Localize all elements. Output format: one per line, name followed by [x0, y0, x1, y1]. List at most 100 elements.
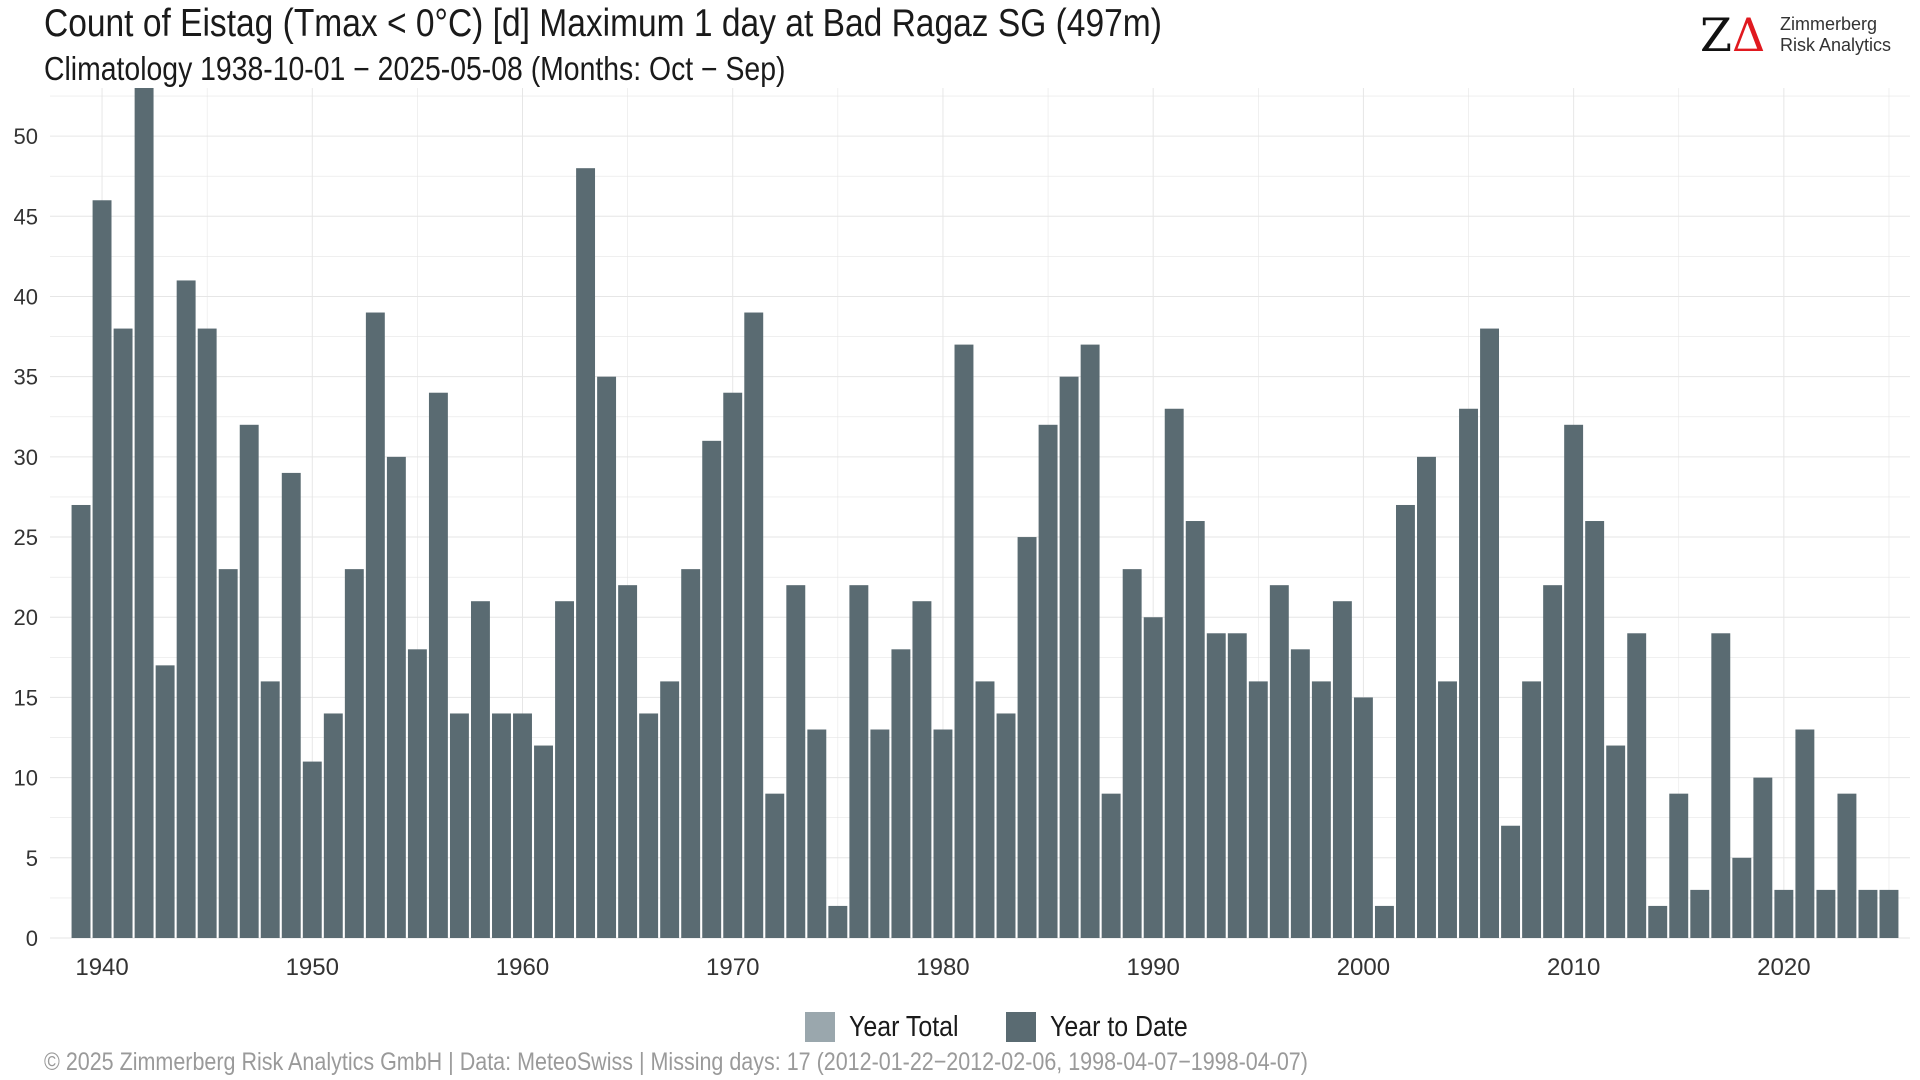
legend-swatch-year-to-date [1006, 1012, 1037, 1042]
legend-swatch-year-total [805, 1012, 835, 1042]
bar-1960 [513, 713, 532, 938]
y-tick-label: 30 [14, 445, 38, 470]
bar-1967 [660, 681, 680, 938]
chart-title: Count of Eistag (Tmax < 0°C) [d] Maximum… [44, 2, 1162, 45]
logo-line-2: Risk Analytics [1780, 35, 1892, 55]
bar-1940 [92, 200, 112, 938]
bar-1966 [639, 713, 659, 938]
x-tick-label: 1950 [286, 954, 339, 981]
y-tick-label: 0 [26, 926, 38, 951]
bar-2023 [1837, 793, 1857, 938]
bar-1990 [1143, 617, 1163, 938]
logo-text: Zimmerberg Risk Analytics [1780, 14, 1891, 56]
bar-1992 [1185, 521, 1205, 938]
bar-1980 [933, 729, 953, 938]
bar-2020 [1774, 889, 1794, 938]
bar-1995 [1248, 681, 1268, 938]
bar-2003 [1417, 456, 1436, 938]
bar-2018 [1732, 857, 1752, 938]
bar-2012 [1606, 745, 1626, 938]
bar-2001 [1374, 905, 1394, 938]
bar-1970 [723, 392, 743, 938]
bar-1999 [1332, 601, 1352, 938]
company-logo: ZΔ Zimmerberg Risk Analytics [1700, 10, 1900, 60]
bar-1997 [1290, 649, 1310, 938]
bar-2011 [1585, 521, 1605, 938]
bar-1968 [681, 569, 701, 938]
bar-1975 [828, 905, 848, 938]
bar-2016 [1690, 889, 1710, 938]
bar-1977 [870, 729, 890, 938]
bar-1963 [576, 168, 596, 939]
y-tick-label: 35 [14, 365, 38, 390]
bar-1962 [555, 601, 575, 938]
bar-1971 [744, 312, 764, 938]
bar-1949 [281, 472, 301, 938]
bar-1973 [786, 585, 806, 938]
y-tick-label: 40 [14, 284, 38, 309]
bar-1974 [807, 729, 827, 938]
bar-1952 [344, 569, 364, 938]
bar-1993 [1206, 633, 1226, 938]
bar-2002 [1395, 504, 1415, 938]
bar-2004 [1438, 681, 1457, 938]
bar-1994 [1227, 633, 1247, 938]
bar-1988 [1101, 793, 1121, 938]
bar-1953 [365, 312, 385, 938]
bar-1945 [197, 328, 217, 938]
bar-2022 [1816, 889, 1836, 938]
y-tick-label: 15 [14, 685, 38, 710]
bar-1939 [71, 504, 91, 938]
bar-1996 [1269, 585, 1289, 938]
bar-2019 [1753, 777, 1773, 938]
bar-chart: 0 5 10 15 20 25 30 35 40 45 50 1940 1950 1960 1970 198… [14, 88, 1910, 981]
bar-1950 [302, 761, 322, 938]
bar-1947 [239, 424, 259, 938]
bar-1948 [260, 681, 280, 938]
bar-1957 [449, 713, 469, 938]
x-tick-label: 1940 [75, 954, 128, 981]
bar-2017 [1711, 633, 1731, 938]
bar-2024 [1858, 889, 1878, 938]
y-tick-label: 25 [14, 525, 38, 550]
bar-1972 [765, 793, 785, 938]
x-tick-label: 2000 [1337, 954, 1390, 981]
y-tick-label: 10 [14, 766, 38, 791]
legend-item-year-total: Year Total [805, 1011, 976, 1044]
bar-1981 [954, 344, 974, 938]
y-tick-label: 5 [26, 846, 38, 871]
bar-1991 [1164, 408, 1184, 938]
bar-2007 [1501, 825, 1521, 938]
bar-2000 [1353, 697, 1373, 938]
bar-1958 [470, 601, 490, 938]
bar-2014 [1648, 905, 1668, 938]
bar-1944 [176, 280, 196, 938]
bar-2015 [1669, 793, 1689, 938]
bar-2021 [1795, 729, 1815, 938]
bar-1946 [218, 569, 238, 938]
y-tick-label: 20 [14, 605, 38, 630]
bar-1979 [912, 601, 932, 938]
bar-1941 [113, 328, 133, 938]
legend-item-year-to-date: Year to Date [1006, 1011, 1210, 1044]
bar-1965 [618, 585, 638, 938]
footer-credits: © 2025 Zimmerberg Risk Analytics GmbH | … [44, 1048, 1308, 1076]
bar-1961 [534, 745, 553, 938]
bar-1976 [849, 585, 869, 938]
bar-1978 [891, 649, 911, 938]
bar-1984 [1017, 537, 1037, 938]
bar-1969 [702, 440, 722, 938]
legend-label-year-total: Year Total [849, 1010, 959, 1043]
y-tick-label: 50 [14, 124, 38, 149]
bar-2013 [1627, 633, 1647, 938]
bar-1954 [386, 456, 406, 938]
logo-line-1: Zimmerberg [1780, 14, 1878, 34]
x-tick-label: 2010 [1547, 954, 1600, 981]
bar-1982 [975, 681, 995, 938]
logo-mark: ZΔ [1700, 8, 1766, 62]
bar-2005 [1459, 408, 1478, 938]
y-tick-label: 45 [14, 204, 38, 229]
legend-label-year-to-date: Year to Date [1050, 1010, 1189, 1043]
bar-1942 [134, 88, 154, 938]
y-axis-ticks: 0 5 10 15 20 25 30 35 40 45 50 [14, 124, 38, 951]
